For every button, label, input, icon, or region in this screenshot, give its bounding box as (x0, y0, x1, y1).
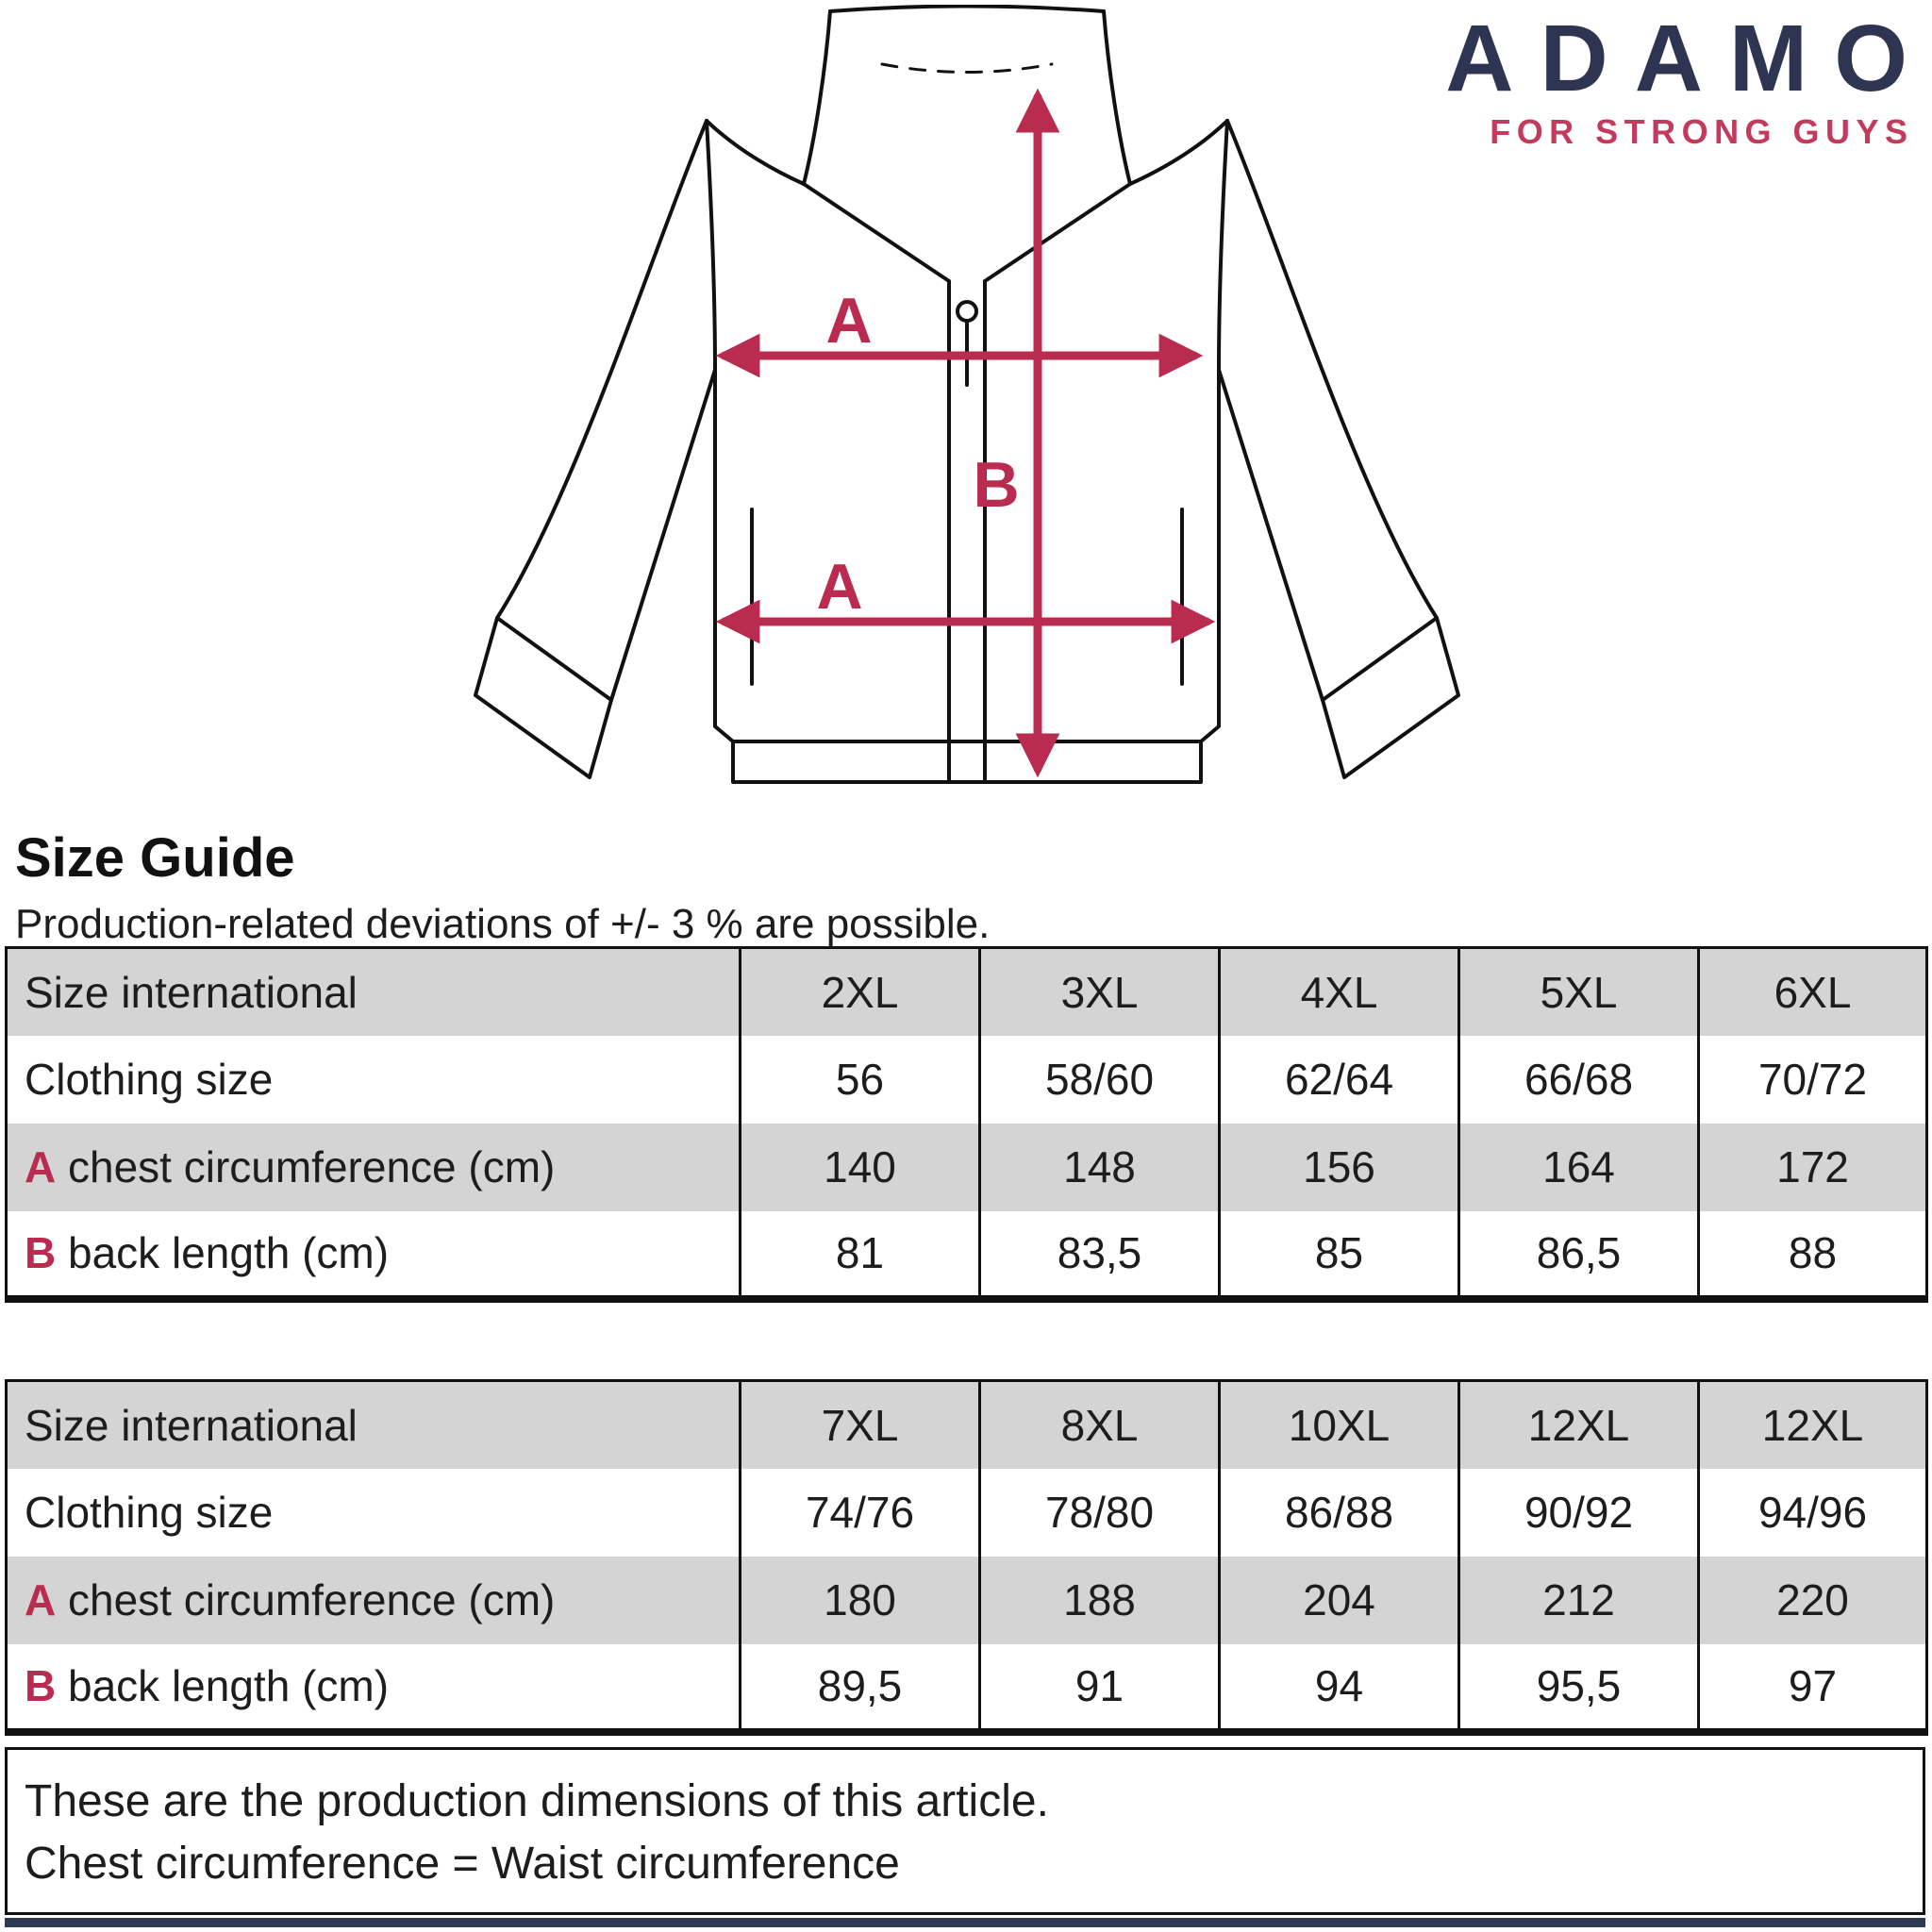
row-label-text: chest circumference (cm) (56, 1575, 556, 1624)
table-row-size-international: Size international 7XL 8XL 10XL 12XL 12X… (6, 1380, 1927, 1469)
row-label-text: chest circumference (cm) (56, 1142, 556, 1191)
cell: 94 (1218, 1643, 1459, 1732)
cell: 8XL (978, 1380, 1220, 1469)
body-left-edge (705, 119, 735, 743)
cell: 56 (739, 1035, 980, 1124)
cell: 91 (978, 1643, 1220, 1732)
body-right-edge (1199, 119, 1229, 743)
row-label: B back length (cm) (7, 1211, 741, 1299)
size-table-lower: Size international 7XL 8XL 10XL 12XL 12X… (5, 1379, 1928, 1736)
table-row-clothing-size: Clothing size 56 58/60 62/64 66/68 70/72 (7, 1035, 1927, 1124)
cell: 5XL (1457, 947, 1699, 1036)
right-sleeve (1217, 119, 1460, 779)
deviation-note: Production-related deviations of +/- 3 %… (15, 900, 991, 947)
left-sleeve (474, 119, 717, 779)
cell: 3XL (978, 947, 1220, 1036)
cell: 156 (1218, 1123, 1459, 1211)
size-guide-header: Size Guide Production-related deviations… (15, 828, 1807, 947)
row-label-text: back length (cm) (56, 1661, 390, 1710)
left-cuff-line (495, 616, 613, 702)
cell: 74/76 (739, 1468, 980, 1557)
cell: 70/72 (1697, 1035, 1927, 1124)
cell: 180 (739, 1556, 980, 1644)
row-label: Size international (7, 1381, 741, 1469)
bottom-accent-bar (5, 1918, 1925, 1927)
cell: 58/60 (978, 1035, 1220, 1124)
cell: 4XL (1218, 947, 1459, 1036)
cell: 66/68 (1457, 1035, 1699, 1124)
row-prefix: A (25, 1575, 57, 1624)
collar-right-wing (983, 9, 1132, 283)
row-prefix: A (25, 1142, 57, 1191)
cell: 204 (1218, 1556, 1459, 1644)
collar-left-wing (802, 9, 951, 283)
brand-name: ADAMO (1445, 6, 1932, 111)
cell: 95,5 (1457, 1643, 1699, 1732)
table-row-clothing-size: Clothing size 74/76 78/80 86/88 90/92 94… (7, 1468, 1927, 1557)
table-row-back-length: B back length (cm) 89,5 91 94 95,5 97 (7, 1643, 1927, 1732)
cell: 88 (1697, 1210, 1927, 1299)
row-prefix: B (25, 1228, 57, 1277)
cell: 78/80 (978, 1468, 1220, 1557)
cell: 164 (1457, 1123, 1699, 1211)
jacket-diagram: A A B (474, 5, 1460, 784)
row-label-text: Size international (25, 967, 358, 1017)
row-label: A chest circumference (cm) (7, 1124, 741, 1211)
cell: 81 (739, 1210, 980, 1299)
collar-left-seam (705, 119, 806, 186)
row-label: B back length (cm) (7, 1644, 741, 1732)
row-label-text: Clothing size (25, 1488, 274, 1537)
row-label-text: Clothing size (25, 1055, 274, 1104)
collar-outline (828, 5, 1106, 13)
cell: 148 (978, 1123, 1220, 1211)
cell: 6XL (1697, 947, 1927, 1036)
cell: 83,5 (978, 1210, 1220, 1299)
cell: 97 (1697, 1643, 1927, 1732)
cell: 86,5 (1457, 1210, 1699, 1299)
row-label: Size international (7, 948, 741, 1036)
cell: 94/96 (1697, 1468, 1927, 1557)
cell: 188 (978, 1556, 1220, 1644)
production-note-box: These are the production dimensions of t… (5, 1747, 1925, 1915)
table-row-size-international: Size international 2XL 3XL 4XL 5XL 6XL (6, 947, 1927, 1036)
cell: 12XL (1697, 1380, 1927, 1469)
brand-tagline: FOR STRONG GUYS (1490, 112, 1914, 151)
right-cuff-line (1321, 616, 1439, 702)
cell: 89,5 (739, 1643, 980, 1732)
table-row-chest-circumference: A chest circumference (cm) 140 148 156 1… (6, 1123, 1927, 1211)
collar-right-seam (1128, 119, 1229, 186)
cell: 85 (1218, 1210, 1459, 1299)
production-note-line2: Chest circumference = Waist circumferenc… (25, 1839, 900, 1889)
label-a-waist: A (816, 551, 862, 623)
collar-back-seam (880, 62, 1054, 74)
row-label-text: back length (cm) (56, 1228, 390, 1277)
brand-logo: ADAMO FOR STRONG GUYS (1445, 11, 1907, 149)
row-prefix: B (25, 1661, 57, 1710)
page-title: Size Guide (15, 827, 295, 889)
cell: 212 (1457, 1556, 1699, 1644)
cell: 86/88 (1218, 1468, 1459, 1557)
table-row-back-length: B back length (cm) 81 83,5 85 86,5 88 (7, 1210, 1927, 1299)
cell: 172 (1697, 1123, 1927, 1211)
row-label-text: Size international (25, 1400, 358, 1450)
cell: 2XL (739, 947, 980, 1036)
cell: 140 (739, 1123, 980, 1211)
cell: 90/92 (1457, 1468, 1699, 1557)
zipper-pull (956, 300, 978, 323)
cell: 10XL (1218, 1380, 1459, 1469)
production-note-line1: These are the production dimensions of t… (25, 1776, 1049, 1826)
cell: 12XL (1457, 1380, 1699, 1469)
size-table-upper: Size international 2XL 3XL 4XL 5XL 6XL C… (5, 946, 1928, 1303)
cell: 7XL (739, 1380, 980, 1469)
hem-band (731, 740, 1203, 784)
row-label: Clothing size (7, 1469, 741, 1557)
row-label: Clothing size (7, 1036, 741, 1124)
table-row-chest-circumference: A chest circumference (cm) 180 188 204 2… (6, 1556, 1927, 1644)
cell: 62/64 (1218, 1035, 1459, 1124)
row-label: A chest circumference (cm) (7, 1557, 741, 1644)
label-a-chest: A (825, 285, 872, 357)
cell: 220 (1697, 1556, 1927, 1644)
label-b: B (973, 449, 1019, 521)
